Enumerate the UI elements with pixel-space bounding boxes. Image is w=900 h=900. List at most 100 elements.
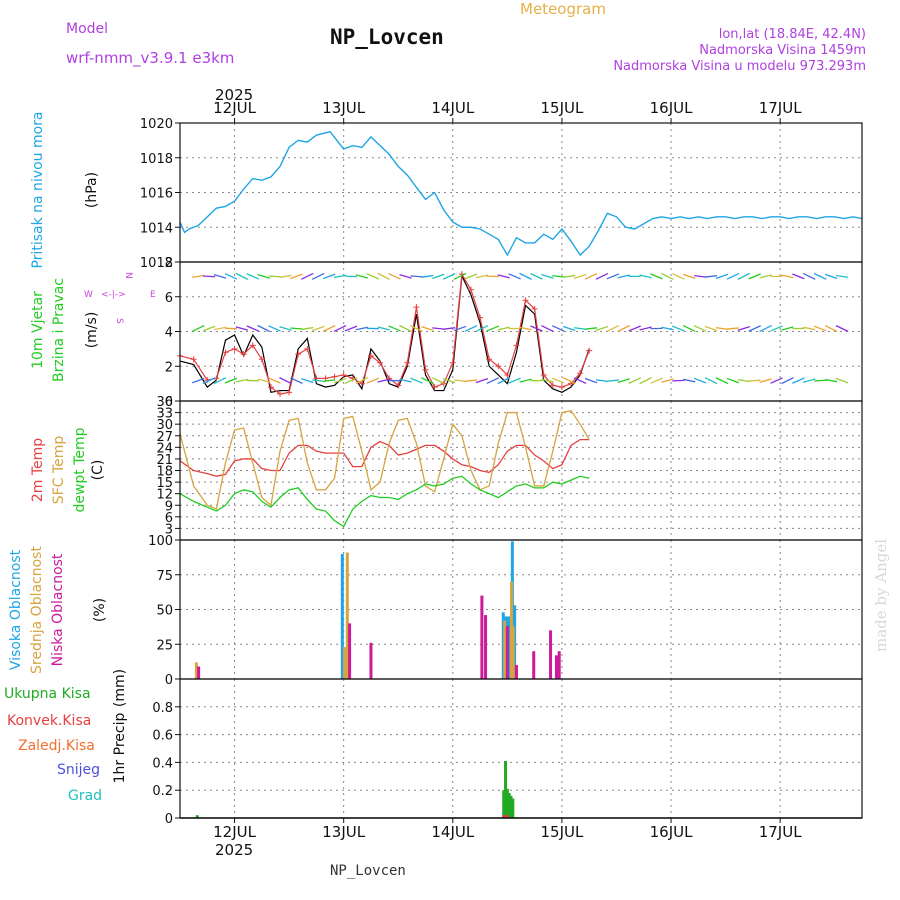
wind-vector-arrow <box>464 379 478 382</box>
wind-vector-arrow <box>421 274 434 278</box>
wind-vector-arrow <box>770 377 783 384</box>
wind-vector-arrow <box>497 377 511 385</box>
wind-vector-arrow <box>617 378 630 384</box>
wind-vector-arrow <box>562 377 576 385</box>
wind-vector-arrow <box>442 378 456 384</box>
wind-gust-marker <box>286 389 293 396</box>
precip-bar <box>505 815 509 818</box>
wind-vector-arrow <box>333 324 347 333</box>
y-tick-label: 12 <box>156 488 173 503</box>
wind-vector-arrow <box>213 326 227 331</box>
wind-vector-arrow <box>399 378 412 383</box>
wind-gust-marker <box>190 356 197 363</box>
wind-vector-arrow <box>519 272 532 280</box>
temp-title-2: SFC Temp <box>51 436 67 505</box>
data-layer <box>177 130 863 818</box>
axis-layer: 12JUL 12JUL 13JUL 13JUL 14JUL 14JUL 15JUL 15JUL… <box>140 99 802 841</box>
y-tick-label: 50 <box>156 604 173 619</box>
day-label-top: 14JUL <box>431 99 474 117</box>
cloud-bar <box>345 552 349 679</box>
wind-vector-arrow <box>683 378 696 383</box>
wind-vector-arrow <box>824 378 838 383</box>
cloud-bar <box>480 595 484 679</box>
wind-vector-arrow <box>704 325 718 332</box>
y-tick-label: 27 <box>156 430 173 445</box>
lonlat-label: lon,lat (18.84E, 42.4N) <box>719 27 866 42</box>
wind-vector-arrow <box>813 325 827 332</box>
wind-gust-marker <box>422 366 429 373</box>
y-tick-label: 21 <box>156 453 173 468</box>
wind-vector-arrow <box>759 378 772 384</box>
wind-vector-arrow <box>410 275 423 278</box>
wind-vector-arrow <box>366 377 380 384</box>
wind-vector-arrow <box>497 326 510 331</box>
wind-vector-arrow <box>530 325 543 332</box>
y-tick-label: 0 <box>165 673 173 688</box>
wind-gust-marker <box>249 342 256 349</box>
wind-gust-marker <box>504 371 511 378</box>
wind-vector-arrow <box>224 327 237 330</box>
y-tick-label: 30 <box>156 418 173 433</box>
precip-title: 1hr Precip <box>112 713 128 784</box>
wind-vector-arrow <box>290 273 303 280</box>
wind-vector-arrow <box>814 379 827 382</box>
wind-vector-arrow <box>290 377 303 384</box>
y-tick-label: 25 <box>156 638 173 653</box>
wind-vector-arrow <box>453 272 467 280</box>
y-tick-label: 0.6 <box>152 729 173 744</box>
wind-vector-arrow <box>661 326 674 331</box>
watermark: made by Angel <box>872 539 890 652</box>
y-tick-label: 18 <box>156 465 173 480</box>
day-label-top: 16JUL <box>650 99 693 117</box>
legend-snijeg: Snijeg <box>57 762 100 778</box>
wind-vector-arrow <box>541 324 554 333</box>
wind-gust-marker <box>277 391 284 398</box>
wind-vector-arrow <box>584 327 598 330</box>
wind-vector-arrow <box>399 324 412 333</box>
wind-gust-marker <box>477 314 484 321</box>
wind-unit: (m/s) <box>84 312 100 349</box>
year-bottom: 2025 <box>215 841 253 859</box>
y-tick-label: 15 <box>156 476 173 491</box>
legend-grad: Grad <box>68 788 102 804</box>
grid-layer <box>180 123 862 818</box>
cloud-bar <box>194 662 198 679</box>
precip-bar <box>195 815 199 818</box>
wind-vector-arrow <box>628 377 641 384</box>
wind-vector-arrow <box>486 325 500 332</box>
precip-bar <box>505 788 509 818</box>
wind-vector-arrow <box>595 325 609 332</box>
model-altitude-label: Nadmorska Visina u modelu 973.293m <box>613 59 866 74</box>
wind-vector-arrow <box>203 275 216 278</box>
wind-vector-arrow <box>628 325 641 332</box>
day-label-top: 17JUL <box>759 99 802 117</box>
wind-vector-arrow <box>781 326 794 331</box>
wind-vector-arrow <box>301 378 314 384</box>
pressure-title: Pritisak na nivou mora <box>30 111 46 268</box>
wind-vector-arrow <box>213 377 227 385</box>
cloud-unit: (%) <box>92 598 108 622</box>
y-tick-label: 100 <box>148 534 173 549</box>
wind-vector-arrow <box>301 272 314 280</box>
wind-vector-arrow <box>279 326 292 331</box>
model-name: wrf-nmm_v3.9.1 e3km <box>66 49 234 68</box>
wind-vector-arrow <box>224 377 238 384</box>
wind-vector-arrow <box>606 273 620 280</box>
wind-vector-arrow <box>672 272 685 280</box>
wind-vector-arrow <box>574 327 587 330</box>
wind-vector-arrow <box>301 326 314 331</box>
wind-vector-arrow <box>366 273 380 280</box>
wind-vector-arrow <box>704 275 718 278</box>
wind-vector-arrow <box>388 325 401 332</box>
wind-gust-marker <box>240 351 247 358</box>
wind-vector-arrow <box>508 273 521 280</box>
wind-vector-arrow <box>333 377 347 384</box>
wind-gust-marker <box>322 375 329 382</box>
y-tick-label: 1014 <box>140 221 173 236</box>
wind-gust-marker <box>467 286 474 293</box>
wind-vector-arrow <box>541 273 554 279</box>
wind-vector-arrow <box>410 325 423 332</box>
wind-vector-arrow <box>453 379 467 383</box>
wind-vector-arrow <box>322 273 336 280</box>
